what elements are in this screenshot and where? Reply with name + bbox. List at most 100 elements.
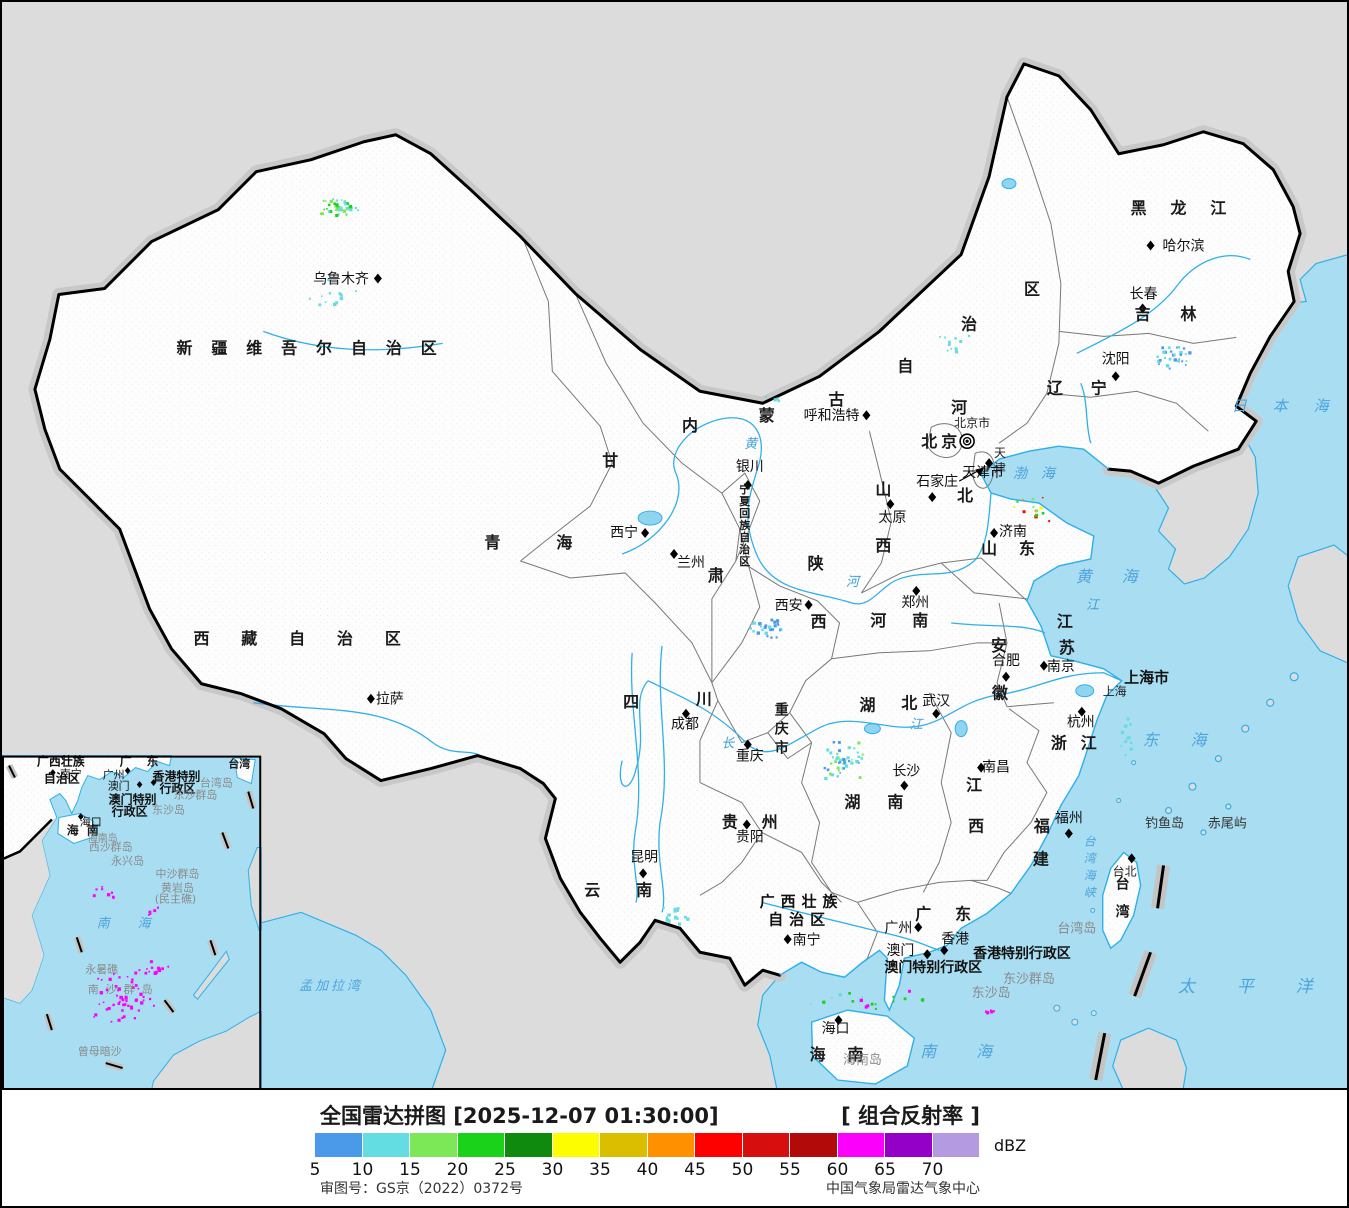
radar-echo [110,891,114,894]
radar-echo [327,203,331,207]
radar-echo [946,349,949,352]
radar-echo [326,208,328,210]
map-label: 黄 [744,437,759,452]
radar-echo [338,292,342,296]
radar-echo [357,209,360,212]
radar-echo [333,202,337,206]
japan-kyushu [1287,544,1347,664]
inset-vietnam-shade [2,817,57,1004]
inset-label: 澳门特别 [109,792,157,807]
inset-hainan [57,812,95,844]
city-marker [742,819,751,830]
radar-echo [135,998,138,1001]
radar-echo [758,622,762,626]
map-label: 成都 [671,717,699,733]
radar-echo [950,347,953,350]
radar-echo [343,200,347,203]
radar-echo [990,1010,993,1014]
inset-label: 行政区 [111,803,148,818]
radar-echo [1184,353,1187,356]
radar-echo [776,397,779,400]
radar-echo [665,918,669,922]
map-label: 青 [485,533,501,552]
inset-label: 澳门 [108,779,130,793]
radar-echo [842,757,846,762]
map-label: 甘 [602,451,618,470]
colorbar-cell-70 [932,1133,979,1157]
radar-echo [851,1000,855,1003]
city-marker [366,693,375,704]
radar-echo [329,199,333,204]
radar-echo [1173,358,1177,362]
radar-echo [667,919,671,923]
map-label: 湖 [859,696,875,715]
hainan-island [810,1009,916,1085]
map-label: 郑州 [901,595,929,611]
radar-echo [1168,346,1171,350]
radar-echo [153,909,157,913]
radar-echo [676,907,680,910]
radar-echo [1012,506,1015,509]
map-label: 澳门 [886,943,914,959]
radar-echo [321,295,323,298]
colorbar-cell-60 [837,1133,884,1157]
radar-echo [122,1003,125,1007]
national-border [33,62,1302,987]
radar-echo [1188,351,1192,355]
radar-echo [686,917,690,921]
city-marker [150,779,157,787]
map-label: 南宁 [793,931,821,948]
radar-echo [124,995,128,999]
map-label: 东 [955,904,971,923]
map-label: 台湾岛 [1057,920,1096,936]
map-label: 南京 [1047,659,1075,675]
city-marker [940,945,949,956]
map-label: 上海 [1103,684,1127,699]
map-label: 南昌 [982,760,1010,776]
map-label: 南海 [920,1042,1032,1061]
colorbar-cell-50 [742,1133,789,1157]
colorbar-tick: 30 [541,1160,564,1180]
radar-echo [944,336,947,339]
radar-echo [850,759,853,761]
map-label: 台湾海峡 [1084,834,1102,899]
boundary-dash [1133,951,1152,997]
map-label: 湖 [844,793,860,812]
radar-echo [105,1008,109,1011]
map-label: 香港 [941,931,969,947]
radar-echo [114,985,118,988]
boundary-dash [1156,865,1166,909]
city-marker [783,934,792,945]
radar-echo [837,761,840,764]
colorbar-tick: 60 [826,1160,849,1180]
radar-echo [1178,358,1180,360]
radar-echo [836,752,839,756]
city-marker [900,780,909,791]
city-marker [77,813,84,820]
radar-echo [320,212,324,216]
colorbar-tick: 50 [731,1160,754,1180]
radar-echo [769,627,773,632]
map-label: 香港特别行政区 [972,945,1071,962]
city-marker [886,499,895,510]
colorbar-tick: 5 [309,1160,321,1180]
radar-echo [949,342,951,345]
radar-echo [823,766,826,770]
map-label: 肃 [708,566,724,585]
radar-echo [121,1009,124,1012]
radar-echo [137,1009,140,1012]
inset-label: 永兴岛 [111,853,144,867]
map-label: 长春 [1130,286,1158,302]
radar-echo [121,1016,124,1019]
map-area: 黑龙江 吉林 辽宁内蒙古自治区新疆维吾尔自治区甘肃青海宁夏回族自治区陕西山西河北山东… [2,2,1347,1090]
map-label: 北 [957,486,973,505]
radar-echo [939,336,941,338]
colorbar-cell-45 [695,1133,742,1157]
map-label: 州 [761,812,778,831]
radar-echo [142,995,145,998]
radar-echo [144,971,148,975]
radar-echo [340,293,343,297]
lakes [637,178,1095,738]
